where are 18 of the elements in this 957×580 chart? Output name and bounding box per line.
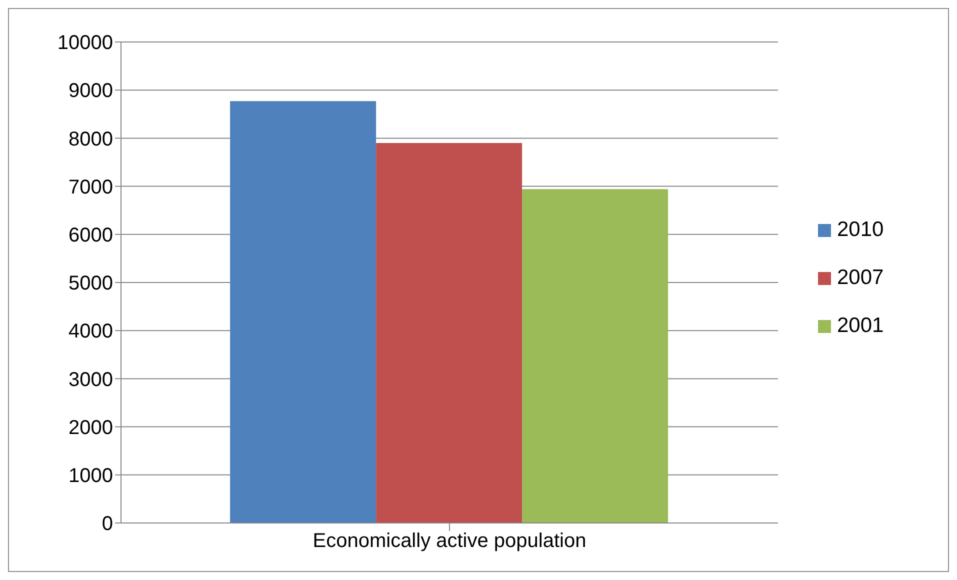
bar xyxy=(230,101,376,523)
y-tick-label: 2000 xyxy=(68,416,113,439)
y-tick-label: 8000 xyxy=(68,128,113,150)
y-tick-label: 0 xyxy=(102,513,113,536)
y-tick-label: 1000 xyxy=(68,465,113,487)
y-tick-label: 7000 xyxy=(68,176,113,198)
legend-label: 2001 xyxy=(837,314,884,338)
bar xyxy=(522,189,668,523)
x-tick-label: Economically active population xyxy=(312,530,586,552)
y-tick-label: 10000 xyxy=(57,32,113,54)
legend-label: 2007 xyxy=(837,266,884,290)
y-tick-label: 4000 xyxy=(68,320,113,343)
legend-label: 2010 xyxy=(837,218,884,242)
y-tick-label: 3000 xyxy=(68,368,113,391)
y-tick-label: 5000 xyxy=(68,272,113,295)
bar xyxy=(376,143,522,523)
y-tick-label: 9000 xyxy=(68,80,113,102)
y-tick-label: 6000 xyxy=(68,224,113,246)
